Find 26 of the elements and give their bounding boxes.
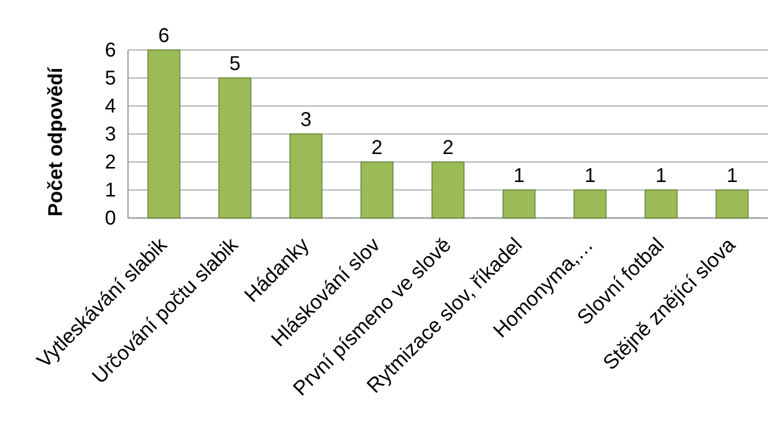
bar (218, 78, 252, 218)
bar (147, 50, 180, 218)
y-tick-label: 2 (104, 151, 116, 174)
bar (574, 190, 607, 218)
y-tick-label: 1 (104, 179, 116, 202)
y-tick-label: 4 (104, 95, 116, 118)
data-label: 6 (158, 25, 170, 47)
bar (644, 190, 678, 218)
data-label: 5 (229, 53, 240, 75)
bar (502, 190, 536, 218)
data-label: 1 (513, 165, 525, 187)
data-label: 3 (300, 109, 312, 131)
y-axis-title: Počet odpovědí (45, 66, 67, 216)
bar (289, 134, 322, 218)
data-label: 2 (442, 137, 454, 159)
bar (432, 162, 464, 218)
bar (716, 190, 749, 218)
data-label: 2 (371, 137, 383, 159)
y-tick-label: 6 (104, 39, 116, 62)
y-tick-label: 3 (104, 123, 116, 146)
data-label: 1 (584, 165, 596, 187)
data-label: 1 (656, 165, 667, 187)
y-tick-label: 5 (104, 67, 116, 90)
bar (360, 162, 394, 218)
y-tick-label: 0 (104, 207, 116, 230)
data-label: 1 (726, 165, 738, 187)
